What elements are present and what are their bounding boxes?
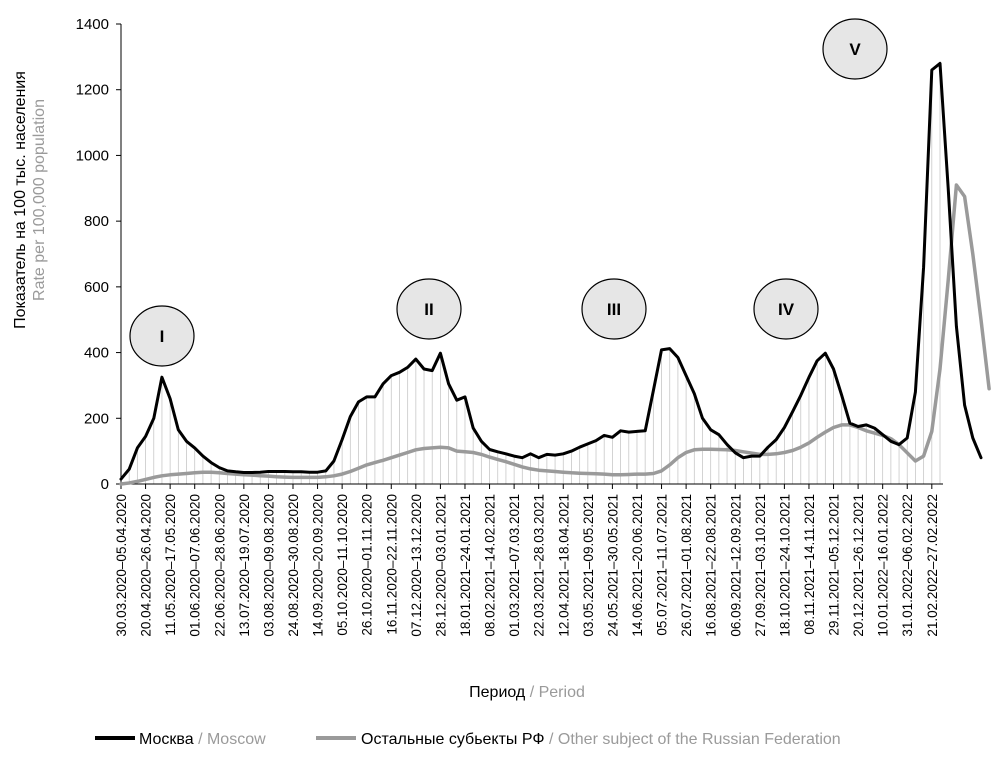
x-axis: 30.03.2020–05.04.2020 20.04.2020–26.04.20… — [114, 483, 943, 637]
x-tick-label: 20.12.2021–26.12.2021 — [851, 494, 866, 637]
wave-ellipse — [581, 278, 647, 340]
y-axis-title: Показатель на 100 тыс. населения — [12, 71, 29, 329]
legend: Москва / Moscow Остальные субьекты РФ / … — [95, 731, 841, 748]
y-tick-label: 1400 — [76, 16, 109, 33]
wave-ellipse — [129, 305, 195, 367]
x-tick-label: 21.02.2022–27.02.2022 — [925, 494, 940, 637]
y-tick-label: 1000 — [76, 147, 109, 164]
y-axis-title-ru: Показатель на 100 тыс. населения — [12, 71, 29, 329]
x-tick-label: 03.08.2020–09.08.2020 — [261, 494, 276, 637]
x-tick-label: 14.09.2020–20.09.2020 — [311, 494, 326, 637]
x-tick-label: 30.03.2020–05.04.2020 — [114, 494, 129, 637]
legend-label-moscow: Москва / Moscow — [139, 731, 266, 748]
x-tick-label: 08.11.2021–14.11.2021 — [802, 494, 817, 635]
x-tick-label: 18.10.2021–24.10.2021 — [777, 494, 792, 637]
x-tick-label: 28.12.2020–03.01.2021 — [433, 494, 448, 637]
wave-label: IV — [778, 300, 795, 319]
x-tick-label: 22.06.2020–28.06.2020 — [212, 494, 227, 637]
wave-label: III — [607, 300, 621, 319]
x-tick-label: 29.11.2021–05.12.2021 — [827, 494, 842, 636]
x-tick-label: 10.01.2022–16.01.2022 — [876, 494, 891, 637]
wave-label: V — [849, 40, 861, 59]
x-tick-label: 31.01.2022–06.02.2022 — [900, 494, 915, 637]
series-line-other — [119, 183, 991, 486]
x-tick-label: 06.09.2021–12.09.2021 — [728, 494, 743, 637]
x-tick-label: 22.03.2021–28.03.2021 — [532, 494, 547, 637]
series-line-moscow — [119, 61, 983, 481]
x-tick-label: 11.05.2020–17.05.2020 — [163, 494, 178, 636]
y-tick-label: 200 — [84, 410, 109, 427]
x-tick-label: 26.07.2021–01.08.2021 — [679, 494, 694, 637]
x-tick-label: 16.11.2020–22.11.2020 — [384, 494, 399, 635]
x-tick-label: 07.12.2020–13.12.2020 — [409, 494, 424, 637]
x-tick-label: 24.05.2021–30.05.2021 — [605, 494, 620, 637]
x-tick-label: 03.05.2021–09.05.2021 — [581, 494, 596, 637]
x-tick-label: 12.04.2021–18.04.2021 — [556, 494, 571, 637]
x-tick-label: 24.08.2020–30.08.2020 — [286, 494, 301, 637]
x-tick-label: 16.08.2021–22.08.2021 — [704, 494, 719, 637]
series-layer — [119, 61, 991, 486]
y-tick-label: 1200 — [76, 82, 109, 99]
x-tick-label: 26.10.2020–01.11.2020 — [360, 494, 375, 636]
x-tick-label: 01.06.2020–07.06.2020 — [188, 494, 203, 637]
x-tick-label: 05.10.2020–11.10.2020 — [335, 494, 350, 636]
x-tick-label: 14.06.2021–20.06.2021 — [630, 494, 645, 637]
y-tick-label: 800 — [84, 213, 109, 230]
y-tick-label: 400 — [84, 345, 109, 362]
wave-labels: III III IVV — [129, 18, 888, 367]
wave-label: II — [424, 300, 433, 319]
y-axis-title-en: Rate per 100,000 population — [31, 99, 48, 301]
x-axis-title: Период / Period — [469, 684, 585, 701]
x-tick-label: 01.03.2021–07.03.2021 — [507, 494, 522, 637]
x-tick-label: 27.09.2021–03.10.2021 — [753, 494, 768, 637]
y-tick-label: 0 — [101, 476, 109, 493]
x-tick-label: 13.07.2020–19.07.2020 — [237, 494, 252, 637]
x-tick-label: 08.02.2021–14.02.2021 — [483, 494, 498, 637]
wave-ellipse — [822, 18, 888, 80]
drop-lines — [120, 63, 941, 484]
x-tick-label: 18.01.2021–24.01.2021 — [458, 494, 473, 637]
wave-ellipse — [753, 278, 819, 340]
x-tick-label: 20.04.2020–26.04.2020 — [139, 494, 154, 637]
x-tick-label: 05.07.2021–11.07.2021 — [655, 494, 670, 636]
wave-ellipse — [396, 278, 462, 340]
y-axis: 0 200 400 600 800 1000 1200 1400 — [76, 16, 122, 493]
legend-label-other: Остальные субьекты РФ / Other subject of… — [361, 731, 841, 748]
y-tick-label: 600 — [84, 279, 109, 296]
wave-label: I — [160, 327, 165, 346]
